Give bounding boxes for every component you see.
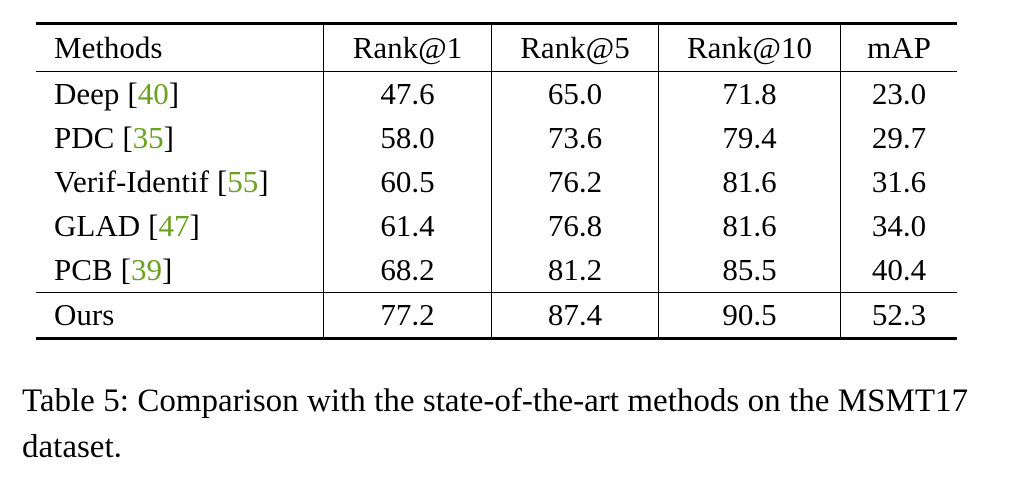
citation: [47] <box>148 208 200 243</box>
value-cell: 60.5 <box>323 160 492 204</box>
value-cell: 73.6 <box>491 116 659 160</box>
value-cell: 76.2 <box>491 160 659 204</box>
table-row: PDC [35] 58.0 73.6 79.4 29.7 <box>36 116 957 160</box>
value-cell: 68.2 <box>323 248 492 293</box>
method-cell: PDC [35] <box>36 116 324 160</box>
citation: [35] <box>122 120 174 155</box>
method-cell: Verif-Identif [55] <box>36 160 324 204</box>
method-name: PCB <box>54 252 113 287</box>
table-row: PCB [39] 68.2 81.2 85.5 40.4 <box>36 248 957 293</box>
table-row: Deep [40] 47.6 65.0 71.8 23.0 <box>36 71 957 117</box>
method-cell: PCB [39] <box>36 248 324 293</box>
value-cell: 87.4 <box>491 292 659 339</box>
header-row: Methods Rank@1 Rank@5 Rank@10 mAP <box>36 23 957 72</box>
value-cell: 77.2 <box>323 292 492 339</box>
value-cell: 31.6 <box>840 160 957 204</box>
value-cell: 71.8 <box>658 71 841 116</box>
citation: [55] <box>216 164 269 199</box>
table-row: Verif-Identif [55] 60.5 76.2 81.6 31.6 <box>36 160 957 204</box>
method-cell: GLAD [47] <box>36 204 324 248</box>
citation: [40] <box>127 76 180 111</box>
value-cell: 81.6 <box>658 160 841 204</box>
citation: [39] <box>120 252 173 287</box>
method-name: Verif-Identif <box>54 164 209 199</box>
value-cell: 47.6 <box>323 71 492 116</box>
method-name: PDC <box>54 120 115 155</box>
value-cell: 81.6 <box>658 204 841 248</box>
value-cell: 52.3 <box>840 292 957 339</box>
table-row: GLAD [47] 61.4 76.8 81.6 34.0 <box>36 204 957 248</box>
value-cell: 85.5 <box>658 248 841 293</box>
caption: Table 5: Comparison with the state-of-th… <box>22 383 968 465</box>
method-cell: Ours <box>36 293 324 339</box>
value-cell: 79.4 <box>658 116 841 160</box>
method-cell: Deep [40] <box>36 72 324 117</box>
value-cell: 40.4 <box>840 248 957 293</box>
header-cell: Rank@5 <box>491 23 659 72</box>
table-row: Ours 77.2 87.4 90.5 52.3 <box>36 292 957 339</box>
method-name: Deep <box>54 76 120 111</box>
header-cell: Rank@10 <box>658 23 841 72</box>
value-cell: 34.0 <box>840 204 957 248</box>
value-cell: 58.0 <box>323 116 492 160</box>
value-cell: 23.0 <box>840 71 957 116</box>
header-cell: Methods <box>54 30 163 65</box>
value-cell: 90.5 <box>658 292 841 339</box>
method-name: GLAD <box>54 208 141 243</box>
value-cell: 65.0 <box>491 71 659 116</box>
results-table: Methods Rank@1 Rank@5 Rank@10 mAP Deep [40] 47.… <box>36 22 957 340</box>
header-cell: mAP <box>840 23 957 72</box>
method-name: Ours <box>54 297 115 332</box>
header-cell: Rank@1 <box>323 23 492 72</box>
value-cell: 29.7 <box>840 116 957 160</box>
value-cell: 61.4 <box>323 204 492 248</box>
value-cell: 81.2 <box>491 248 659 293</box>
value-cell: 76.8 <box>491 204 659 248</box>
